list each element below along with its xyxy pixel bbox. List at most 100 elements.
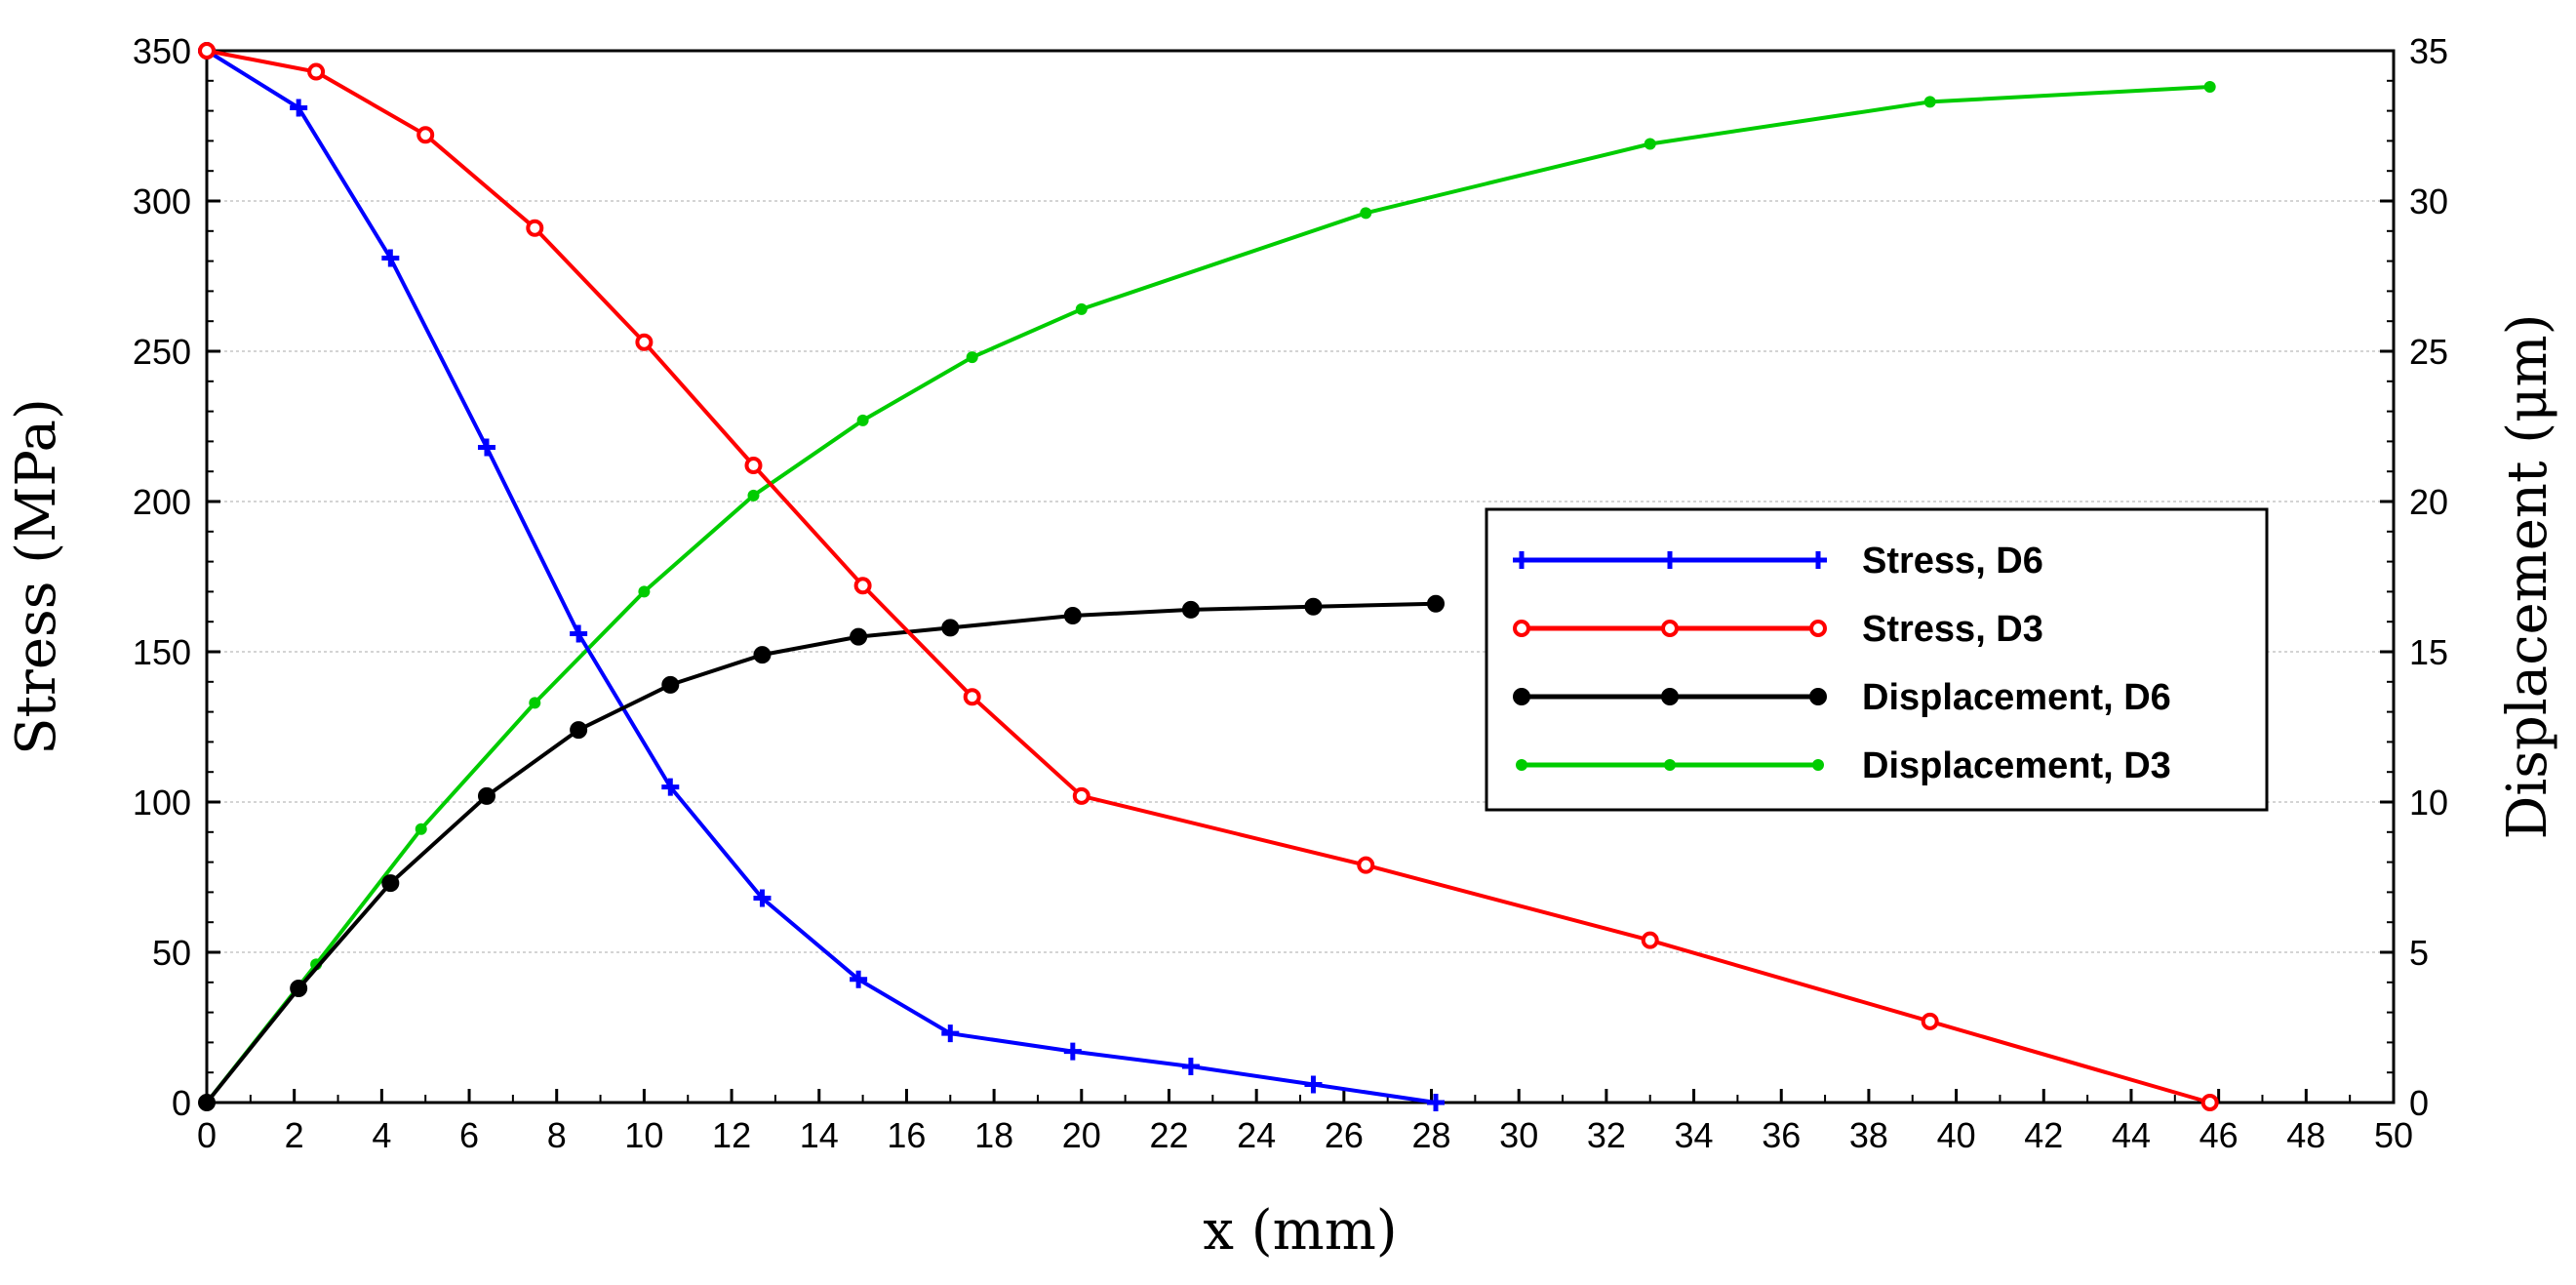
- data-point: [198, 42, 216, 60]
- x-tick-label: 40: [1937, 1115, 1976, 1155]
- x-axis-title: x (mm): [1203, 1199, 1397, 1263]
- data-point: [1181, 1058, 1200, 1076]
- data-point: [850, 627, 868, 646]
- data-point: [1357, 856, 1375, 874]
- y2-tick-label: 25: [2409, 332, 2448, 372]
- x-tick-label: 28: [1411, 1115, 1450, 1155]
- y2-tick-label: 30: [2409, 181, 2448, 221]
- series-stress-d3: [198, 42, 2219, 1111]
- y2-tick-label: 10: [2409, 783, 2448, 823]
- data-point: [2200, 1094, 2219, 1111]
- data-point: [290, 979, 308, 997]
- data-point: [963, 688, 981, 706]
- data-point: [198, 1094, 216, 1111]
- data-point: [290, 99, 308, 117]
- data-point: [415, 823, 427, 835]
- legend-item-displacement-d3: Displacement, D3: [1516, 745, 2171, 786]
- series-line: [205, 49, 1437, 1104]
- legend-swatch-marker: [1661, 551, 1679, 569]
- data-point: [661, 778, 680, 796]
- data-point: [381, 874, 400, 893]
- series-line: [205, 601, 1437, 1104]
- x-tick-label: 46: [2200, 1115, 2239, 1155]
- data-point: [1921, 1012, 1939, 1030]
- data-point: [1063, 607, 1082, 625]
- legend-item-stress-d6: Stress, D6: [1513, 541, 2043, 582]
- data-point: [753, 889, 772, 907]
- y-tick-label: 300: [133, 181, 191, 221]
- y2-axis-title: Displacement (μm): [2496, 314, 2559, 840]
- data-point: [477, 786, 495, 805]
- x-tick-label: 0: [197, 1115, 217, 1155]
- x-tick-label: 4: [372, 1115, 391, 1155]
- x-tick-label: 14: [800, 1115, 839, 1155]
- data-point: [1360, 207, 1372, 220]
- x-tick-label: 36: [1762, 1115, 1801, 1155]
- x-tick-label: 16: [887, 1115, 926, 1155]
- x-tick-label: 2: [285, 1115, 304, 1155]
- data-point: [635, 333, 654, 351]
- legend-item-stress-d3: Stress, D3: [1513, 609, 2043, 650]
- x-tick-label: 18: [974, 1115, 1013, 1155]
- data-point: [1304, 1075, 1323, 1094]
- x-tick-label: 12: [712, 1115, 751, 1155]
- legend-swatch-marker: [1661, 688, 1679, 705]
- data-point: [1641, 931, 1659, 949]
- data-series: [198, 42, 2219, 1111]
- legend-label: Stress, D3: [1862, 609, 2043, 650]
- y-tick-label: 50: [152, 933, 191, 973]
- legend-swatch-marker: [1516, 759, 1527, 771]
- legend-swatch-marker: [1809, 551, 1827, 569]
- axis-ticks: 0 2 4 6 8 10 12 14 16 18 20 22 24 26 28 30 32 34 36 38 40 42 4…: [133, 31, 2448, 1155]
- y-tick-label: 100: [133, 783, 191, 823]
- data-point: [1075, 302, 1088, 315]
- x-tick-label: 32: [1587, 1115, 1626, 1155]
- legend-swatch-marker: [1661, 620, 1679, 637]
- x-tick-label: 8: [547, 1115, 567, 1155]
- y2-tick-label: 20: [2409, 482, 2448, 522]
- x-tick-label: 48: [2286, 1115, 2325, 1155]
- legend-swatch-marker: [1513, 551, 1530, 569]
- x-tick-label: 6: [459, 1115, 479, 1155]
- y-tick-label: 0: [172, 1083, 191, 1123]
- y-tick-label: 150: [133, 632, 191, 672]
- x-tick-label: 30: [1499, 1115, 1538, 1155]
- legend-item-displacement-d6: Displacement, D6: [1513, 677, 2171, 718]
- y-tick-label: 350: [133, 31, 191, 71]
- data-point: [856, 414, 869, 426]
- y-tick-label: 200: [133, 482, 191, 522]
- legend-swatch-marker: [1809, 688, 1827, 705]
- x-tick-label: 10: [624, 1115, 663, 1155]
- x-tick-label: 20: [1062, 1115, 1101, 1155]
- data-point: [661, 675, 680, 694]
- data-point: [477, 438, 495, 457]
- legend-swatch-marker: [1809, 620, 1827, 637]
- x-tick-label: 38: [1849, 1115, 1888, 1155]
- legend-label: Stress, D6: [1862, 541, 2043, 582]
- legend-label: Displacement, D3: [1862, 745, 2171, 786]
- x-tick-label: 22: [1149, 1115, 1188, 1155]
- legend-swatch-marker: [1664, 759, 1676, 771]
- x-tick-label: 34: [1675, 1115, 1714, 1155]
- x-tick-label: 44: [2112, 1115, 2151, 1155]
- data-point: [2203, 80, 2216, 93]
- data-point: [850, 970, 868, 988]
- data-point: [570, 624, 588, 643]
- data-point: [966, 351, 978, 364]
- x-tick-label: 50: [2374, 1115, 2413, 1155]
- y2-tick-label: 0: [2409, 1083, 2429, 1123]
- legend: Stress, D6 Stress, D3 Displacement, D6 Disp…: [1485, 507, 2269, 812]
- data-point: [1181, 600, 1200, 619]
- data-point: [381, 249, 400, 267]
- legend-swatch-marker: [1513, 620, 1530, 637]
- data-point: [1644, 138, 1656, 150]
- data-point: [941, 619, 960, 637]
- series-displacement-d6: [198, 594, 1446, 1111]
- y-tick-label: 250: [133, 332, 191, 372]
- legend-label: Displacement, D6: [1862, 677, 2171, 718]
- data-point: [753, 646, 772, 664]
- legend-swatch-marker: [1513, 688, 1530, 705]
- data-point: [529, 697, 541, 709]
- data-point: [744, 457, 763, 475]
